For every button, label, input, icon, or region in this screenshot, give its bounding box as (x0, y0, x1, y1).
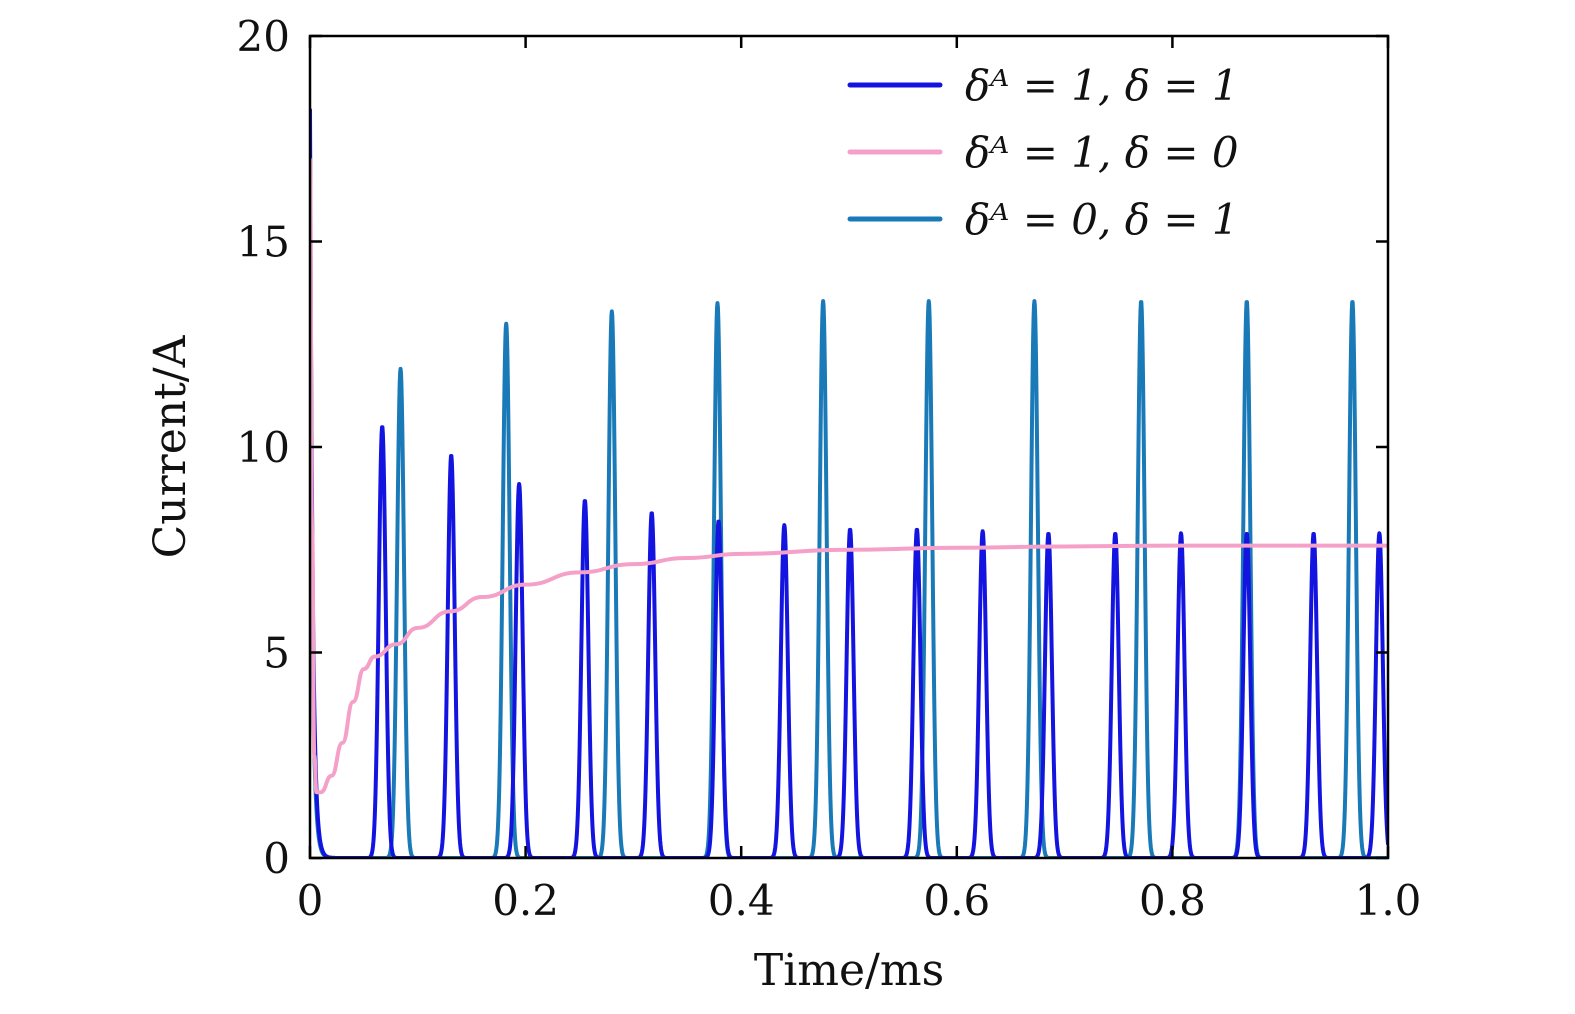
legend: δᴬ = 1, δ = 1 δᴬ = 1, δ = 0 δᴬ = 0, δ = 1 (847, 61, 1239, 244)
y-tick-label: 10 (237, 423, 290, 472)
legend-label-2: δᴬ = 1, δ = 0 (965, 128, 1239, 177)
series-line-1 (310, 107, 1388, 858)
x-tick-label: 0.4 (708, 876, 775, 925)
y-axis-label: Current/A (145, 334, 196, 558)
y-tick-label: 0 (263, 834, 290, 883)
series-line-2 (310, 157, 1388, 795)
y-tick-label: 15 (237, 218, 290, 267)
x-tick-label: 0.6 (923, 876, 990, 925)
y-tick-label: 5 (263, 629, 290, 678)
x-tick-label: 1.0 (1355, 876, 1422, 925)
x-tick-label: 0.8 (1139, 876, 1206, 925)
y-tick-label: 20 (237, 12, 290, 61)
x-axis-label: Time/ms (754, 945, 944, 996)
legend-label-1: δᴬ = 1, δ = 1 (965, 61, 1239, 110)
x-tick-label: 0.2 (492, 876, 559, 925)
axis-ticks: 0 0.2 0.4 0.6 0.8 1.0 0 5 10 15 20 (237, 12, 1422, 925)
x-tick-label: 0 (297, 876, 324, 925)
legend-label-3: δᴬ = 0, δ = 1 (965, 195, 1239, 244)
